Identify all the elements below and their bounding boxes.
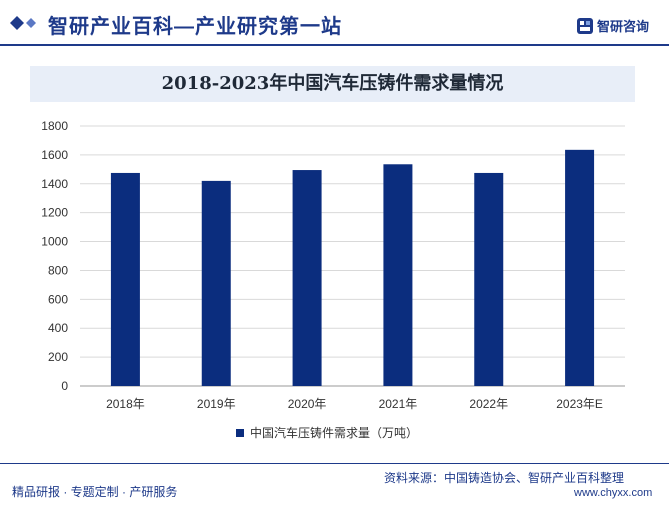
footer-services: 精品研报 · 专题定制 · 产研服务: [12, 485, 178, 499]
legend-label: 中国汽车压铸件需求量（万吨）: [250, 426, 419, 440]
x-tick-label: 2021年: [379, 397, 418, 411]
bar: [201, 180, 231, 386]
logo-icon: [577, 17, 593, 34]
footer-divider: [0, 463, 669, 464]
y-tick-label: 0: [61, 379, 68, 393]
legend-swatch: [236, 428, 244, 437]
y-tick-label: 1000: [41, 235, 68, 249]
x-tick-label: 2019年: [197, 397, 236, 411]
x-tick-label: 2023年E: [556, 397, 603, 411]
y-tick-label: 1200: [41, 206, 68, 220]
bar: [110, 172, 140, 386]
header: 智研产业百科—产业研究第一站 智研咨询: [0, 0, 669, 46]
header-divider: [0, 44, 669, 46]
bar: [383, 164, 413, 386]
y-tick-label: 800: [48, 263, 68, 277]
chart-legend: 中国汽车压铸件需求量（万吨）: [236, 424, 418, 441]
diamond-icon: [10, 16, 36, 30]
brand-logo[interactable]: 智研咨询: [577, 16, 649, 35]
logo-text: 智研咨询: [597, 19, 650, 34]
x-tick-label: 2018年: [106, 397, 145, 411]
y-tick-label: 600: [48, 292, 68, 306]
y-tick-label: 1400: [41, 177, 68, 191]
x-tick-label: 2022年: [469, 397, 508, 411]
site-title: 智研产业百科—产业研究第一站: [48, 16, 342, 38]
website-url[interactable]: www.chyxx.com: [574, 487, 653, 499]
bar: [292, 170, 322, 386]
y-tick-label: 1800: [41, 119, 68, 133]
bar-chart: 0 200 400 600 800 1000 1200 1400 1600 1800 2018年 20…: [41, 119, 625, 411]
x-tick-label: 2020年: [288, 397, 327, 411]
bar: [565, 149, 595, 386]
y-tick-label: 200: [48, 350, 68, 364]
y-tick-label: 1600: [41, 148, 68, 162]
chart-title: 2018-2023年中国汽车压铸件需求量情况: [161, 73, 504, 94]
data-source: 资料来源：中国铸造协会、智研产业百科整理: [384, 471, 625, 485]
bar: [474, 172, 504, 386]
chart-title-bar: 2018-2023年中国汽车压铸件需求量情况: [30, 66, 635, 102]
y-tick-label: 400: [48, 321, 68, 335]
